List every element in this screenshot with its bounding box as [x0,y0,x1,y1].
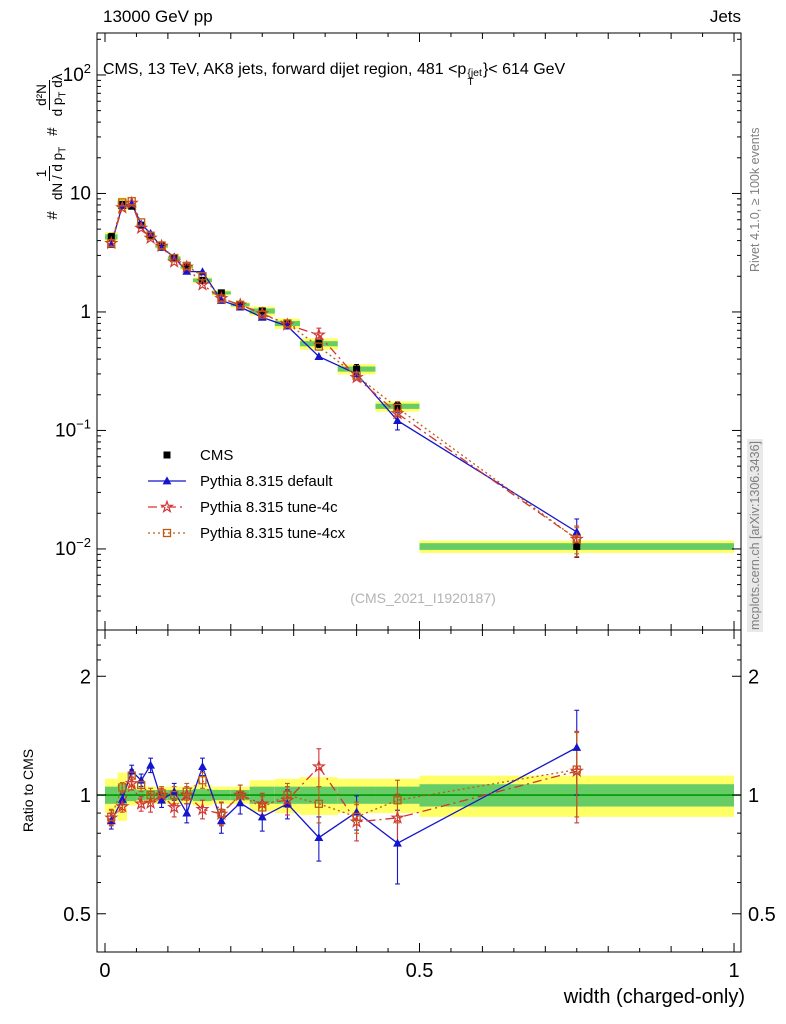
ylabel-hash-2: # [43,127,61,136]
svg-text:1: 1 [80,785,91,807]
svg-text:2: 2 [80,666,91,688]
svg-text:0.5: 0.5 [63,904,91,926]
pythia-tune4cx-marker-icon [148,528,186,538]
frac1-denominator: dN / d pT [50,146,69,201]
svg-text:10−2: 10−2 [55,535,91,560]
svg-text:1: 1 [728,960,739,982]
rivet-version-label: Rivet 4.1.0, ≥ 100k events [748,127,762,272]
ylabel-hash-1: # [43,211,61,220]
main-y-axis-label: # 1 dN / d pT # d²N d pT dλ [34,33,71,258]
plot-title-text: CMS, 13 TeV, AK8 jets, forward dijet reg… [103,61,467,78]
legend-label-cms: CMS [200,446,234,464]
svg-text:10−1: 10−1 [55,416,91,441]
legend-item-pythia-default: Pythia 8.315 default [146,468,345,494]
legend-item-cms: CMS [146,442,345,468]
mcplots-reference-label: mcplots.cern.ch [arXiv:1306.3436] [747,439,763,632]
x-axis-label: width (charged-only) [563,986,745,1008]
analysis-group: Jets [709,7,741,26]
legend: CMS Pythia 8.315 default Pythia 8.315 tu… [146,442,345,546]
pt-subscript: T [467,76,474,88]
frac1-numerator: 1 [34,165,50,182]
plot-title-suffix: }< 614 GeV [482,61,566,78]
pythia-default-marker-icon [148,476,186,485]
frac2-numerator: d²N [34,80,50,110]
plot-title: CMS, 13 TeV, AK8 jets, forward dijet reg… [103,61,748,87]
frac2-denominator: d pT dλ [50,73,69,117]
ylabel-fraction-1: 1 dN / d pT [34,145,71,202]
ylabel-fraction-2: d²N d pT dλ [34,72,71,119]
legend-label-pythia-tune4c: Pythia 8.315 tune-4c [200,498,338,516]
legend-item-pythia-tune4c: Pythia 8.315 tune-4c [146,494,345,520]
svg-text:0.5: 0.5 [406,960,434,982]
cms-marker-icon [163,451,171,459]
analysis-id-watermark: (CMS_2021_I1920187) [350,590,496,606]
svg-text:2: 2 [748,666,759,688]
svg-text:1: 1 [748,785,759,807]
legend-label-pythia-default: Pythia 8.315 default [200,472,333,490]
beam-info: 13000 GeV pp [103,7,213,26]
legend-item-pythia-tune4cx: Pythia 8.315 tune-4cx [146,520,345,546]
pythia-tune4c-marker-icon [148,499,186,514]
pt-superscript: {jet [467,67,482,79]
svg-text:0.5: 0.5 [748,904,776,926]
svg-text:102: 102 [63,61,91,86]
svg-text:1: 1 [80,302,91,323]
svg-text:0: 0 [99,960,110,982]
legend-label-pythia-tune4cx: Pythia 8.315 tune-4cx [200,524,346,542]
svg-text:10: 10 [70,183,91,204]
pt-supsub: {jet T [467,67,482,88]
ratio-y-axis-label: Ratio to CMS [20,748,36,833]
